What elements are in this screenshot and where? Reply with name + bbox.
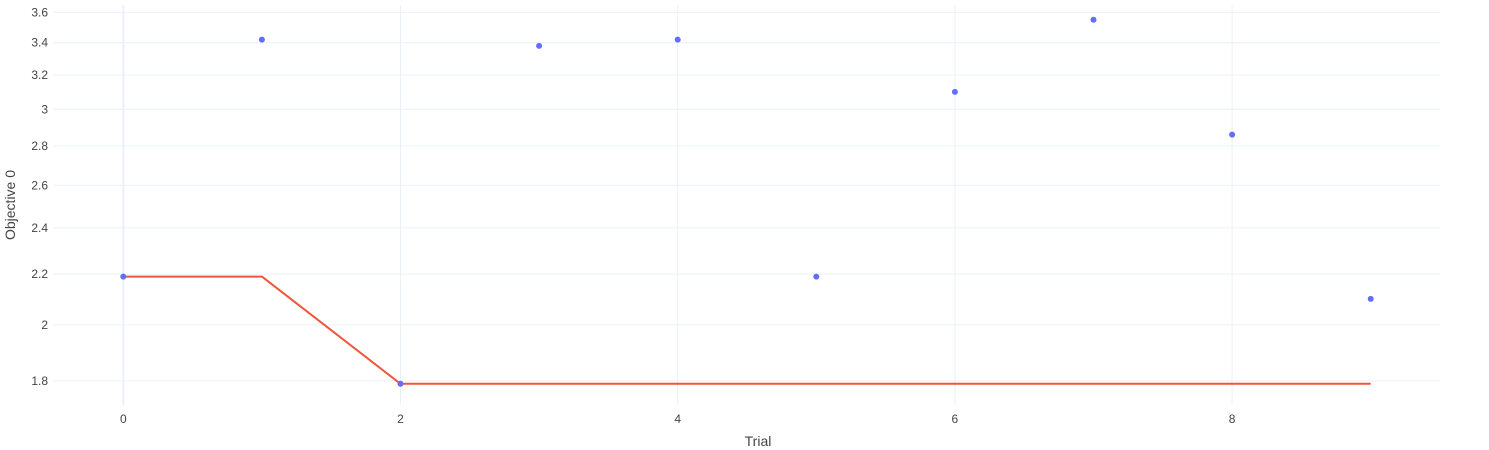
scatter-point — [1090, 16, 1097, 23]
scatter-point — [536, 42, 543, 49]
y-tick-label: 2 — [41, 318, 48, 332]
y-tick-label: 2.2 — [31, 267, 48, 281]
y-tick-label: 1.8 — [31, 374, 48, 388]
x-tick-label: 0 — [120, 412, 127, 426]
scatter-point — [813, 273, 820, 280]
scatter-point — [397, 380, 404, 387]
y-tick-label: 2.8 — [31, 139, 48, 153]
y-tick-label: 3.6 — [31, 5, 48, 19]
scatter-point — [1367, 295, 1374, 302]
scatter-point — [1229, 131, 1236, 138]
y-tick-label: 2.6 — [31, 178, 48, 192]
grid — [54, 5, 1440, 405]
x-tick-label: 2 — [397, 412, 404, 426]
x-tick-label: 6 — [952, 412, 959, 426]
x-tick-label: 8 — [1229, 412, 1236, 426]
y-tick-label: 2.4 — [31, 221, 48, 235]
scatter-point — [258, 36, 265, 43]
best-value-line — [123, 275, 1371, 385]
best-value-line-series — [123, 275, 1371, 385]
y-axis-title: Objective 0 — [2, 170, 18, 240]
y-tick-label: 3.2 — [31, 68, 48, 82]
y-tick-label: 3.4 — [31, 36, 48, 50]
x-axis-title: Trial — [745, 433, 772, 449]
x-tick-label: 4 — [674, 412, 681, 426]
objective-scatter-series — [120, 16, 1374, 387]
scatter-point — [120, 273, 127, 280]
y-tick-label: 3 — [41, 102, 48, 116]
x-axis-ticks: 0 2 4 6 8 — [120, 412, 1236, 426]
scatter-point — [674, 36, 681, 43]
scatter-point — [951, 88, 958, 95]
y-axis-ticks: 1.8 2 2.2 2.4 2.6 2.8 3 3.2 3.4 3.6 — [31, 5, 48, 387]
